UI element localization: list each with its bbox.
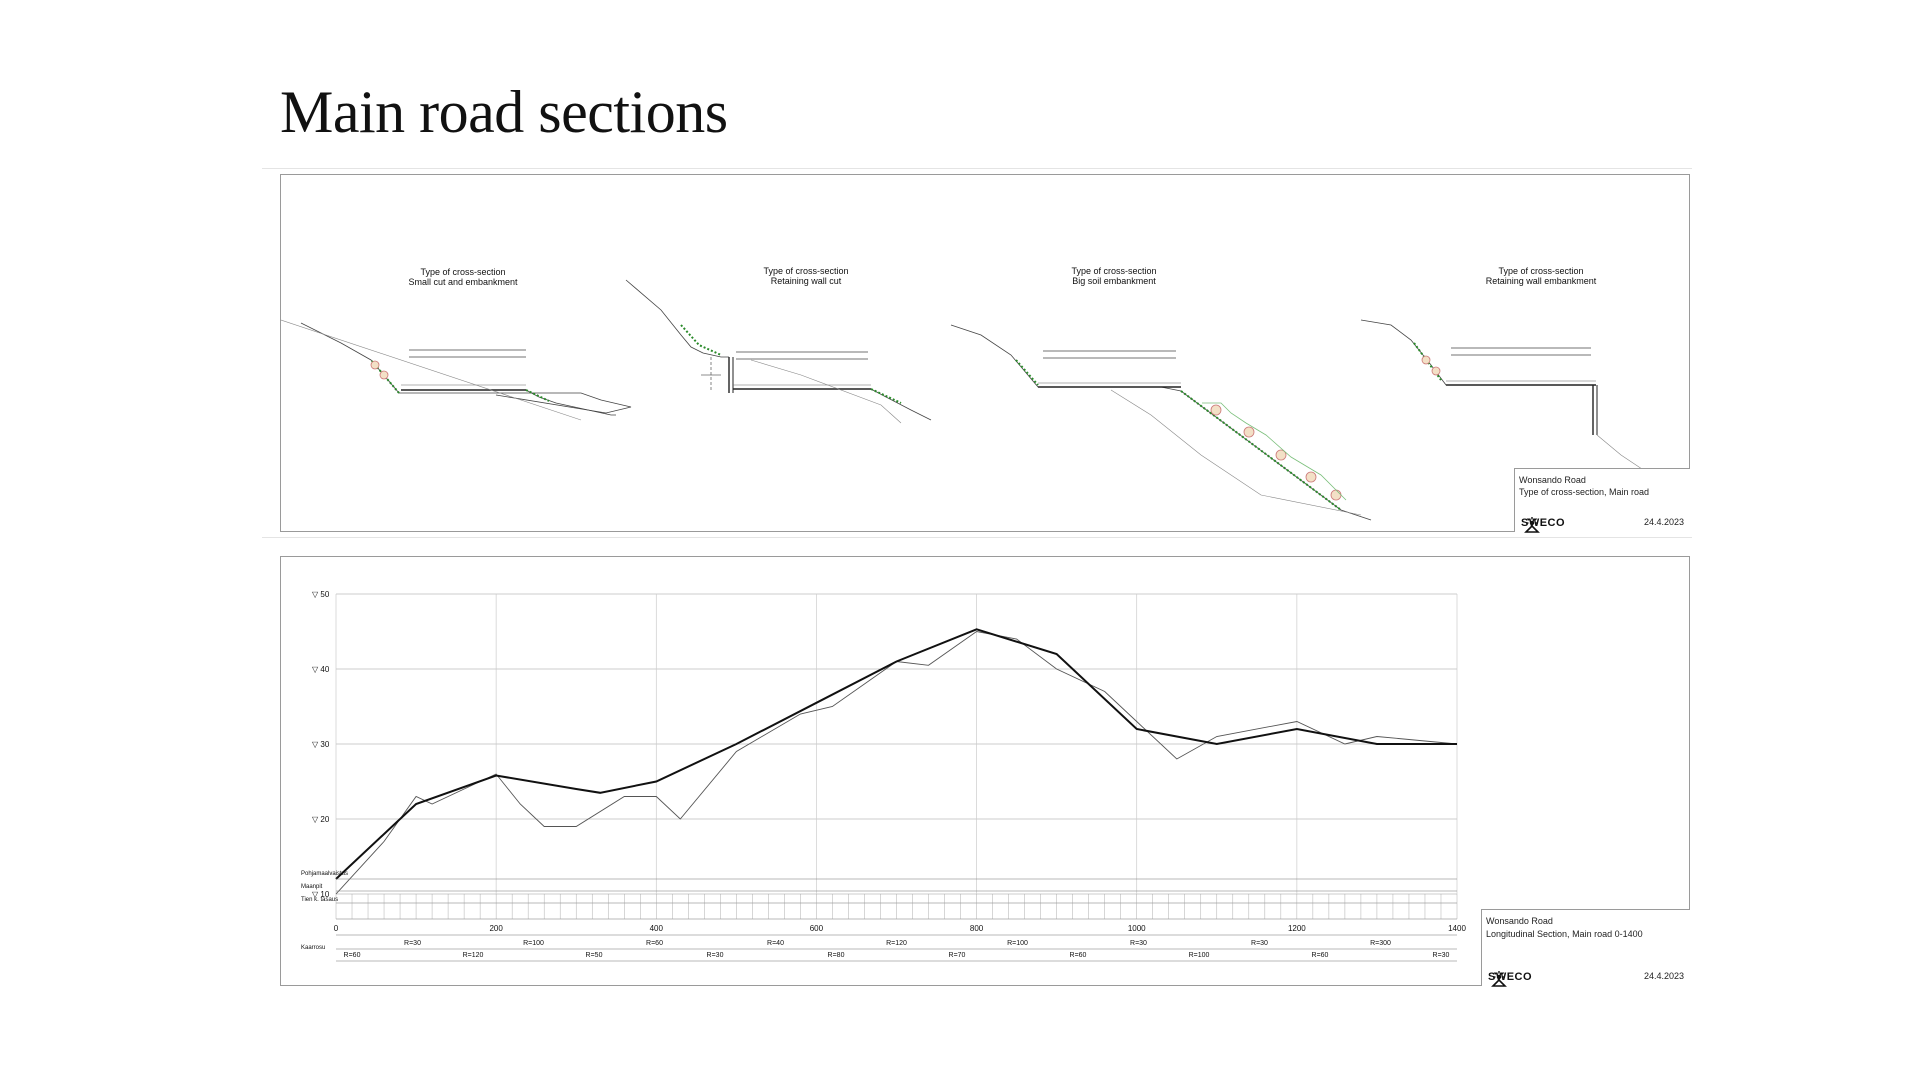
row-label-4: Kaarrosu (301, 945, 325, 951)
curve-label: R=120 (886, 940, 907, 947)
tb-date: 24.4.2023 (1643, 971, 1684, 981)
curve-label: R=300 (1370, 940, 1391, 947)
elevation-labels: ▽ 50 ▽ 40 ▽ 30 ▽ 20 ▽ 10 (312, 590, 330, 899)
curve-label: R=100 (1189, 952, 1210, 959)
cs3-heading: Type of cross-section (1071, 266, 1156, 276)
station-label: 800 (970, 924, 984, 933)
curve-label: R=30 (1130, 940, 1147, 947)
curve-label: R=30 (404, 940, 421, 947)
sweco-logo: SWECO (1521, 517, 1565, 533)
cs4-subheading: Retaining wall embankment (1486, 276, 1597, 286)
station-label: 600 (810, 924, 824, 933)
curve-label: R=30 (707, 952, 724, 959)
cs2-heading: Type of cross-section (763, 266, 848, 276)
longitudinal-title-block: Wonsando Road Longitudinal Section, Main… (1481, 909, 1690, 987)
row-label-1: Pohjamaalvaistus (301, 871, 348, 877)
cs1-heading: Type of cross-section (420, 267, 505, 277)
elevation-label: ▽ 30 (312, 740, 330, 749)
cs4-heading: Type of cross-section (1498, 266, 1583, 276)
profile-data-band (335, 878, 1458, 962)
section-divider (262, 537, 1692, 538)
curve-label: R=80 (828, 952, 845, 959)
elevation-label: ▽ 50 (312, 590, 330, 599)
cross-section-canvas: Type of cross-section Small cut and emba… (281, 266, 1672, 521)
curve-label: R=120 (463, 952, 484, 959)
curve-label: R=70 (949, 952, 966, 959)
cs2-subheading: Retaining wall cut (771, 276, 842, 286)
station-label: 0 (334, 924, 339, 933)
station-label: 1200 (1288, 924, 1306, 933)
cross-section-drawing: Type of cross-section Small cut and emba… (280, 174, 1690, 533)
curve-labels: R=60 R=30 R=120 R=100 R=50 R=60 R=30 R=40 R=80 R=… (344, 940, 1450, 959)
sweco-sun-icon (1524, 517, 1540, 533)
curve-label: R=60 (1312, 952, 1329, 959)
sweco-logo: SWECO (1488, 971, 1532, 987)
curve-label: R=60 (646, 940, 663, 947)
row-labels: Pohjamaalvaistus Maanpit Tien k. tasaus … (301, 871, 348, 951)
cs1-subheading: Small cut and embankment (408, 277, 518, 287)
station-label: 200 (489, 924, 503, 933)
tb-drawing-name: Longitudinal Section, Main road 0-1400 (1486, 929, 1643, 939)
sweco-sun-icon (1491, 971, 1507, 987)
curve-label: R=50 (586, 952, 603, 959)
slide-title: Main road sections (280, 79, 728, 145)
longitudinal-section-drawing: ▽ 50 ▽ 40 ▽ 30 ▽ 20 ▽ 10 0 200 400 600 800 1000 12… (280, 556, 1690, 987)
cs4-sketch (1360, 319, 1672, 491)
cross-section-title-block: Wonsando Road Type of cross-section, Mai… (1514, 468, 1690, 533)
curve-label: R=100 (523, 940, 544, 947)
ground-line (335, 631, 1458, 895)
longitudinal-profile-canvas: ▽ 50 ▽ 40 ▽ 30 ▽ 20 ▽ 10 0 200 400 600 800 1000 12… (301, 590, 1467, 962)
design-line (335, 628, 1457, 880)
curve-label: R=30 (1251, 940, 1268, 947)
tb-project-name: Wonsando Road (1486, 916, 1553, 926)
curve-label: R=60 (1070, 952, 1087, 959)
curve-label: R=40 (767, 940, 784, 947)
title-divider (262, 168, 1692, 169)
curve-label: R=100 (1007, 940, 1028, 947)
row-label-3: Tien k. tasaus (301, 897, 338, 903)
tb-project-name: Wonsando Road (1519, 475, 1586, 485)
profile-grid (335, 593, 1458, 895)
curve-label: R=30 (1433, 952, 1450, 959)
elevation-label: ▽ 10 (312, 890, 330, 899)
station-label: 1400 (1448, 924, 1466, 933)
cs3-sketch (950, 324, 1372, 521)
cs1-sketch (281, 319, 632, 421)
row-label-2: Maanpit (301, 884, 323, 890)
curve-label: R=60 (344, 952, 361, 959)
station-labels: 0 200 400 600 800 1000 1200 1400 (334, 924, 1467, 933)
elevation-label: ▽ 20 (312, 815, 330, 824)
tb-drawing-name: Type of cross-section, Main road (1519, 487, 1650, 497)
elevation-label: ▽ 40 (312, 665, 330, 674)
station-label: 1000 (1128, 924, 1146, 933)
station-label: 400 (650, 924, 664, 933)
cs2-sketch (625, 279, 932, 424)
cs3-subheading: Big soil embankment (1072, 276, 1156, 286)
tb-date: 24.4.2023 (1643, 517, 1684, 527)
